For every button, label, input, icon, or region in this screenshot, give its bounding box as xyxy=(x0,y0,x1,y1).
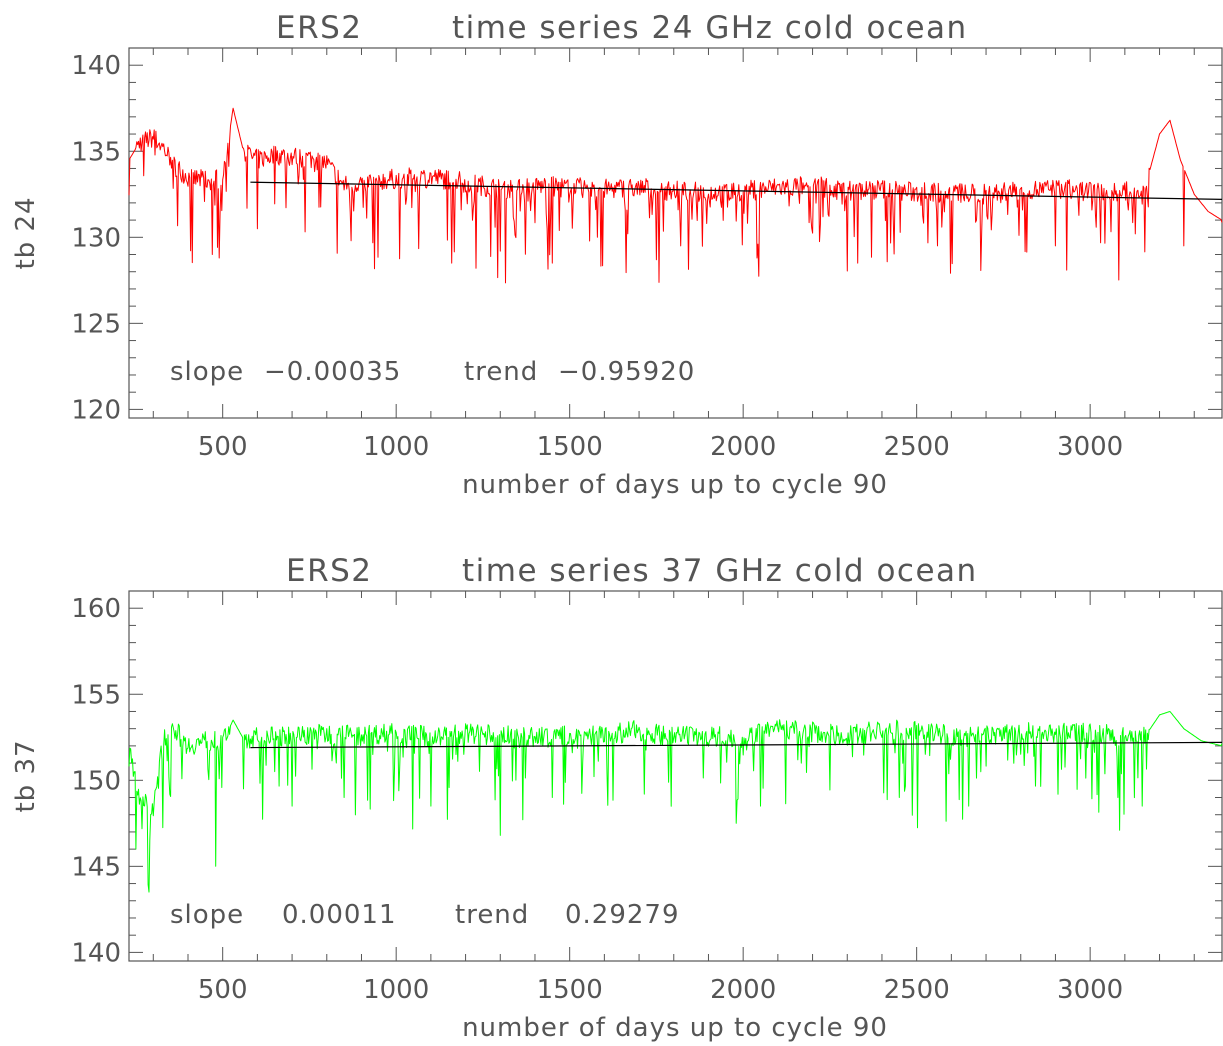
chart-title-platform: ERS2 xyxy=(286,553,373,589)
slope-value: 0.00011 xyxy=(282,900,397,930)
x-axis-label: number of days up to cycle 90 xyxy=(462,1013,888,1043)
time-series-line xyxy=(128,107,1223,284)
trend-label: trend xyxy=(464,357,538,387)
plot-frame xyxy=(128,590,1223,962)
y-tick-label: 140 xyxy=(71,938,121,968)
chart-title-description: time series 24 GHz cold ocean xyxy=(452,10,968,46)
x-tick-label: 1000 xyxy=(363,975,429,1005)
panel-37ghz: ERS2 time series 37 GHz cold ocean 14014… xyxy=(11,553,1223,1043)
y-tick-label: 120 xyxy=(71,395,121,425)
x-tick-label: 3000 xyxy=(1057,975,1123,1005)
plot-area: 120 125 130 135 140 500 1000 1500 2000 2500 3000 xyxy=(71,47,1223,462)
y-tick-label: 140 xyxy=(71,51,121,81)
slope-label: slope xyxy=(170,900,244,930)
trend-fit-line xyxy=(250,741,1223,749)
x-tick-label: 1000 xyxy=(363,432,429,462)
x-tick-label: 2000 xyxy=(710,432,776,462)
x-tick-label: 2500 xyxy=(884,975,950,1005)
y-tick-label: 125 xyxy=(71,309,121,339)
x-tick-label: 3000 xyxy=(1057,432,1123,462)
x-axis-label: number of days up to cycle 90 xyxy=(462,470,888,500)
y-tick-label: 155 xyxy=(71,680,121,710)
x-tick-label: 500 xyxy=(198,432,248,462)
x-tick-label: 2500 xyxy=(884,432,950,462)
y-tick-label: 145 xyxy=(71,852,121,882)
slope-value: −0.00035 xyxy=(264,357,401,387)
trend-value: 0.29279 xyxy=(565,900,680,930)
chart-title-platform: ERS2 xyxy=(276,10,363,46)
x-tick-label: 1500 xyxy=(537,432,603,462)
panel-24ghz: ERS2 time series 24 GHz cold ocean 12012… xyxy=(11,10,1223,500)
y-tick-label: 150 xyxy=(71,766,121,796)
plot-area: 140 145 150 155 160 500 1000 1500 2000 2500 3000 xyxy=(71,590,1223,1005)
y-tick-label: 160 xyxy=(71,594,121,624)
y-axis-label: tb 24 xyxy=(11,196,41,269)
y-tick-label: 135 xyxy=(71,137,121,167)
time-series-line xyxy=(128,711,1223,893)
x-tick-label: 500 xyxy=(198,975,248,1005)
trend-value: −0.95920 xyxy=(558,357,695,387)
chart-title-description: time series 37 GHz cold ocean xyxy=(462,553,978,589)
trend-label: trend xyxy=(455,900,529,930)
x-tick-label: 2000 xyxy=(710,975,776,1005)
slope-label: slope xyxy=(170,357,244,387)
trend-fit-line xyxy=(250,181,1223,200)
x-tick-label: 1500 xyxy=(537,975,603,1005)
y-tick-label: 130 xyxy=(71,223,121,253)
y-axis-label: tb 37 xyxy=(11,739,41,812)
plot-frame xyxy=(128,47,1223,419)
